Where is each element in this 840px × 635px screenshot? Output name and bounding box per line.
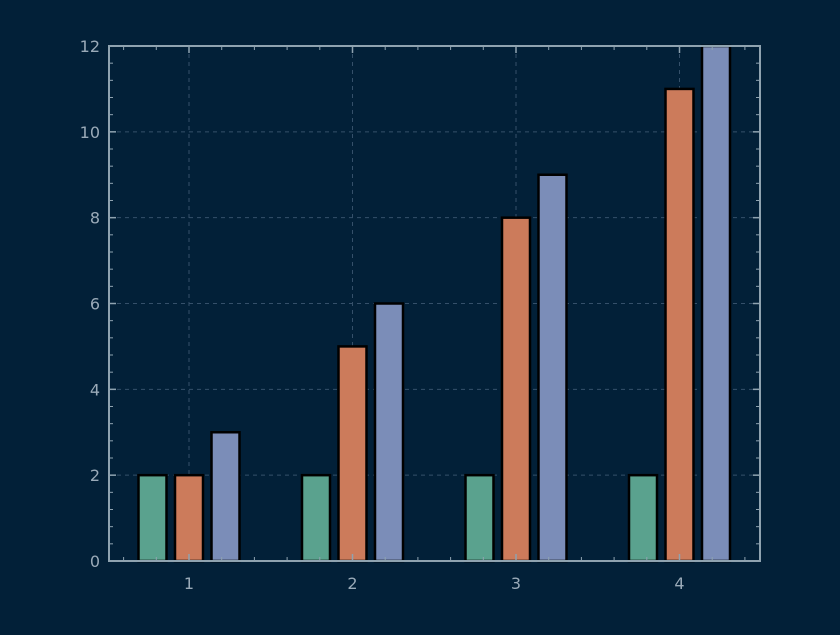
bar-series2-cat2 [337,345,368,563]
bar-series3-cat1 [210,431,241,563]
bar-series1-cat1 [137,473,168,563]
xtick-label: 4 [674,574,684,593]
bar-series2-cat1 [173,473,205,563]
bar-series1-cat4 [627,473,659,563]
ytick-label: 2 [90,466,100,485]
xtick-label: 2 [347,574,357,593]
ytick-label: 4 [90,380,100,399]
bar-series2-cat3 [500,216,532,563]
ytick-label: 10 [80,123,100,142]
bar-series1-cat2 [300,473,332,563]
bar-series3-cat4 [700,44,732,563]
ytick-label: 6 [90,295,100,314]
ticks [109,45,760,562]
bar-series3-cat3 [537,173,568,563]
grid [109,46,760,561]
bar-series2-cat4 [664,87,695,563]
xtick-label: 3 [511,574,521,593]
bars [137,44,732,563]
bar-series3-cat2 [373,302,405,563]
bar-series1-cat3 [464,473,495,563]
xtick-label: 1 [184,574,194,593]
ytick-label: 12 [80,37,100,56]
ytick-label: 8 [90,209,100,228]
ytick-label: 0 [90,552,100,571]
